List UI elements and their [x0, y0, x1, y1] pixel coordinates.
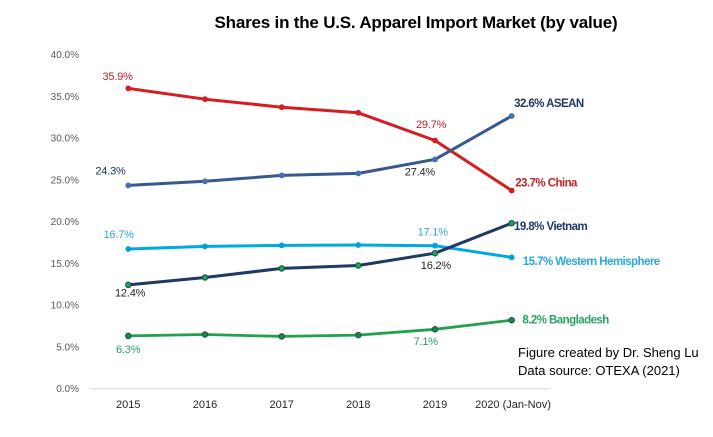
svg-text:35.9%: 35.9%	[103, 71, 134, 83]
svg-text:2018: 2018	[346, 399, 370, 411]
svg-text:17.1%: 17.1%	[418, 226, 449, 238]
svg-text:40.0%: 40.0%	[51, 50, 79, 61]
svg-text:7.1%: 7.1%	[414, 336, 439, 348]
svg-text:8.2% Bangladesh: 8.2% Bangladesh	[522, 315, 609, 327]
svg-text:27.4%: 27.4%	[405, 167, 436, 179]
svg-text:15.0%: 15.0%	[51, 259, 79, 270]
svg-text:Shares in the U.S. Apparel Imp: Shares in the U.S. Apparel Import Market…	[215, 13, 618, 32]
svg-text:5.0%: 5.0%	[56, 342, 79, 353]
svg-text:24.3%: 24.3%	[95, 166, 126, 178]
svg-text:10.0%: 10.0%	[51, 301, 79, 312]
svg-text:2016: 2016	[193, 399, 217, 411]
svg-text:23.7% China: 23.7% China	[515, 178, 578, 190]
svg-text:19.8% Vietnam: 19.8% Vietnam	[514, 221, 588, 233]
svg-text:20.0%: 20.0%	[51, 217, 79, 228]
svg-text:2015: 2015	[116, 399, 140, 411]
svg-text:Figure created by Dr. Sheng Lu: Figure created by Dr. Sheng Lu	[518, 345, 699, 360]
svg-text:16.7%: 16.7%	[104, 229, 135, 241]
svg-text:25.0%: 25.0%	[51, 175, 79, 186]
svg-text:0.0%: 0.0%	[56, 384, 79, 395]
svg-text:32.6% ASEAN: 32.6% ASEAN	[514, 98, 584, 110]
svg-text:2020 (Jan-Nov): 2020 (Jan-Nov)	[475, 399, 551, 411]
svg-text:30.0%: 30.0%	[51, 134, 79, 145]
svg-text:2019: 2019	[423, 399, 447, 411]
svg-text:29.7%: 29.7%	[416, 119, 447, 131]
svg-text:16.2%: 16.2%	[421, 260, 452, 272]
svg-text:Data source: OTEXA (2021): Data source: OTEXA (2021)	[518, 363, 680, 378]
svg-text:2017: 2017	[269, 399, 293, 411]
svg-text:6.3%: 6.3%	[116, 344, 141, 356]
svg-text:35.0%: 35.0%	[51, 92, 79, 103]
svg-text:15.7% Western Hemisphere: 15.7% Western Hemisphere	[523, 256, 660, 268]
svg-text:12.4%: 12.4%	[115, 288, 146, 300]
